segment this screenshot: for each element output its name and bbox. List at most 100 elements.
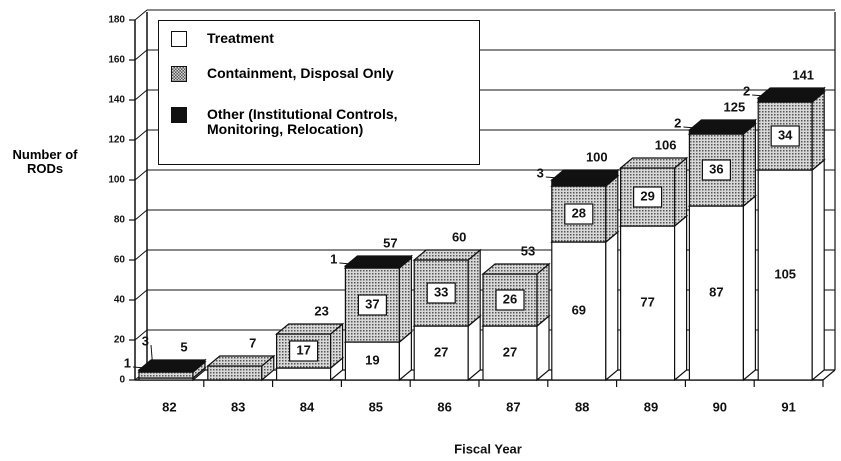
bar-segment	[619, 225, 676, 381]
total-label: 7	[249, 335, 256, 350]
bar-segment	[413, 325, 469, 381]
legend-swatch	[171, 66, 187, 82]
y-tick-label: 80	[114, 215, 126, 226]
legend-item: Containment, Disposal Only	[171, 66, 457, 82]
x-tick-label: 90	[713, 399, 727, 414]
grid-diag	[134, 289, 148, 301]
value-label: 87	[709, 284, 723, 299]
total-label: 60	[452, 229, 466, 244]
label-box	[564, 203, 594, 225]
bar-side	[467, 248, 481, 328]
bar-top	[343, 255, 414, 267]
x-tick-label: 89	[644, 399, 658, 414]
total-label: 57	[383, 235, 397, 250]
y-tick-label: 120	[108, 135, 125, 146]
legend: Treatment Containment, Disposal Only Other…	[158, 20, 480, 165]
bar-side	[605, 230, 619, 382]
leader	[683, 126, 696, 129]
y-axis-title: Number of RODs	[12, 147, 78, 176]
value-label: 3	[142, 333, 149, 348]
bar-side	[811, 158, 825, 382]
bar-segment	[276, 367, 332, 381]
legend-swatch	[171, 31, 187, 47]
bar-side	[536, 262, 550, 328]
bar-side	[742, 122, 757, 208]
value-label: 105	[774, 266, 796, 281]
total-label: 141	[792, 67, 814, 82]
leader	[339, 262, 352, 265]
bar-side	[536, 314, 550, 382]
legend-item: Other (Institutional Controls, Monitorin…	[171, 107, 457, 137]
value-label: 69	[572, 302, 586, 317]
bar-top	[137, 359, 207, 371]
label-box	[770, 125, 800, 147]
x-tick-label: 88	[575, 399, 589, 414]
total-label: 100	[586, 149, 608, 164]
bar-top	[756, 87, 826, 99]
grid-diag	[134, 209, 148, 221]
y-tick-label: 160	[108, 55, 125, 66]
x-tick-label: 83	[231, 399, 245, 414]
bar-side	[673, 214, 688, 382]
legend-swatch	[171, 107, 187, 123]
y-tick-label: 40	[114, 295, 126, 306]
grid-diag	[134, 49, 148, 61]
bar-segment	[757, 101, 813, 171]
value-label: 28	[572, 205, 586, 220]
value-label: 2	[674, 115, 681, 130]
total-label: 23	[314, 303, 328, 318]
value-label: 1	[124, 355, 131, 370]
value-label: 17	[296, 342, 310, 357]
x-tick-label: 87	[506, 399, 520, 414]
x-tick-label: 86	[437, 399, 451, 414]
bar-top	[206, 355, 276, 367]
value-label: 34	[778, 127, 793, 142]
grid-diag	[134, 129, 148, 141]
value-label: 33	[434, 284, 448, 299]
x-axis-title: Fiscal Year	[454, 441, 522, 456]
total-label: 106	[655, 137, 677, 152]
x-tick-label: 82	[162, 399, 176, 414]
value-label: 27	[434, 344, 448, 359]
y-tick-label: 0	[119, 375, 125, 386]
grid-diag	[134, 9, 148, 21]
leader	[132, 366, 146, 369]
y-tick-label: 60	[114, 255, 126, 266]
bar-top	[412, 249, 482, 261]
label-box	[495, 289, 525, 311]
bar-segment	[551, 179, 607, 187]
bar-segment	[138, 371, 194, 379]
y-tick-label: 100	[108, 175, 125, 186]
label-box	[289, 340, 319, 362]
value-label: 77	[640, 294, 654, 309]
bar-side	[673, 156, 688, 228]
bar-segment	[207, 365, 263, 381]
bar-side	[605, 174, 619, 244]
bar-top	[550, 169, 620, 181]
leader	[545, 176, 558, 179]
value-label: 2	[743, 83, 750, 98]
bar-top	[274, 323, 345, 335]
bar-segment	[688, 205, 745, 381]
bar-top	[618, 157, 689, 169]
legend-label: Other (Institutional Controls, Monitorin…	[207, 106, 398, 137]
total-label: 125	[724, 99, 746, 114]
leader	[752, 94, 765, 97]
value-label: 27	[503, 344, 517, 359]
y-tick-label: 180	[108, 15, 125, 26]
value-label: 26	[503, 291, 517, 306]
label-box	[426, 282, 456, 304]
bar-top	[687, 119, 758, 131]
value-label: 3	[537, 165, 544, 180]
x-tick-label: 91	[781, 399, 795, 414]
total-label: 53	[521, 243, 535, 258]
legend-label: Containment, Disposal Only	[207, 65, 394, 81]
bar-side	[811, 90, 825, 172]
grid-diag	[134, 169, 148, 181]
x-tick-label: 84	[300, 399, 315, 414]
label-box	[632, 186, 663, 208]
grid-diag	[134, 329, 148, 341]
bar-side	[742, 194, 757, 382]
